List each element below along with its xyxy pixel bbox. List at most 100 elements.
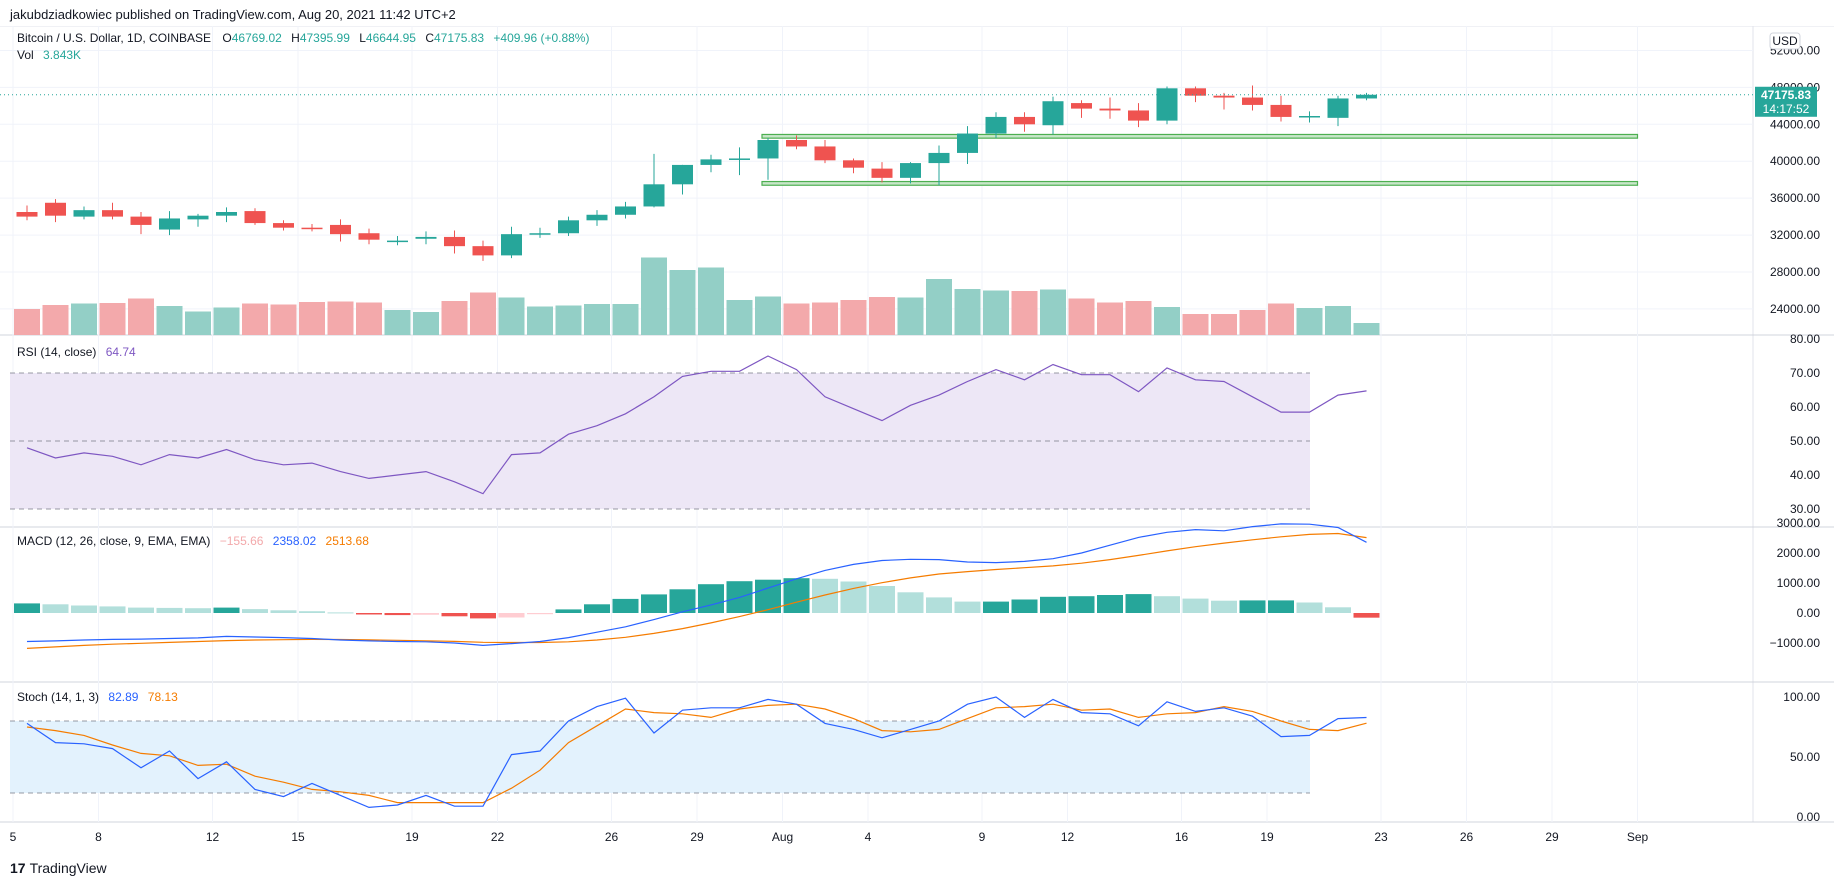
high-label: H xyxy=(291,31,300,45)
bar-countdown: 14:17:52 xyxy=(1763,102,1810,116)
candle-body[interactable] xyxy=(786,140,807,147)
candle-body[interactable] xyxy=(1270,104,1292,117)
volume-bar xyxy=(1040,289,1066,335)
price-axis-label: 28000.00 xyxy=(1770,265,1820,279)
currency-label: USD xyxy=(1772,34,1798,48)
top-bar: jakubdziadkowiec published on TradingVie… xyxy=(0,0,1834,26)
candle-body[interactable] xyxy=(814,146,836,161)
candlestick-series[interactable] xyxy=(16,85,1378,261)
svg-text:Stoch (14, 1, 3) 82.89: Stoch (14, 1, 3) 82.89 78.13 xyxy=(17,690,178,704)
candle-body[interactable] xyxy=(216,212,237,216)
publisher-info: jakubdziadkowiec published on TradingVie… xyxy=(10,7,456,22)
candle-body[interactable] xyxy=(16,212,38,217)
volume-label: Vol xyxy=(17,48,34,62)
candle-body[interactable] xyxy=(928,152,950,164)
time-axis-label: Sep xyxy=(1627,830,1649,844)
symbol-title: Bitcoin / U.S. Dollar, 1D, COINBASE xyxy=(17,31,211,45)
price-axis[interactable]: 52000.0048000.0044000.0040000.0036000.00… xyxy=(1770,43,1821,824)
candle-body[interactable] xyxy=(130,216,152,225)
volume-bar xyxy=(840,300,867,335)
macd-hist-value: −155.66 xyxy=(220,534,264,548)
candle-body[interactable] xyxy=(729,158,750,160)
candle-body[interactable] xyxy=(1099,108,1121,111)
time-axis-label: 23 xyxy=(1374,830,1388,844)
candle-body[interactable] xyxy=(102,210,123,217)
macd-histogram-bar xyxy=(1211,600,1237,613)
macd-histogram-bar xyxy=(1268,600,1294,613)
volume-bar xyxy=(384,310,411,335)
volume-bar xyxy=(983,290,1009,335)
candle-body[interactable] xyxy=(1071,103,1092,109)
rsi-axis-label: 70.00 xyxy=(1790,366,1820,380)
volume-bar xyxy=(1211,314,1237,335)
candle-body[interactable] xyxy=(843,160,864,168)
macd-pane[interactable] xyxy=(14,523,1380,649)
candle-body[interactable] xyxy=(73,210,95,217)
volume-bar xyxy=(1011,291,1038,335)
close-label: C xyxy=(425,31,434,45)
candle-body[interactable] xyxy=(985,116,1007,134)
candle-body[interactable] xyxy=(871,168,893,178)
stoch-pane[interactable] xyxy=(26,696,1367,809)
candle-body[interactable] xyxy=(1299,116,1320,118)
support-resistance-zones[interactable] xyxy=(761,133,1639,186)
volume-bar xyxy=(1296,308,1323,335)
candle-body[interactable] xyxy=(1185,88,1206,96)
volume-bars xyxy=(14,257,1380,335)
candle-body[interactable] xyxy=(1156,88,1178,121)
candle-body[interactable] xyxy=(558,220,579,234)
open-label: O xyxy=(222,31,231,45)
candle-body[interactable] xyxy=(301,227,323,230)
candle-body[interactable] xyxy=(330,224,351,235)
candle-body[interactable] xyxy=(615,206,636,215)
macd-legend: MACD (12, 26, close, 9, EMA, EMA) −155.6… xyxy=(17,534,369,548)
candle-body[interactable] xyxy=(244,211,266,224)
stoch-axis-label: 0.00 xyxy=(1797,810,1821,824)
last-price-badge: 47175.83 14:17:52 xyxy=(1755,86,1817,117)
tradingview-logo[interactable]: 17 TradingView xyxy=(10,860,107,876)
candle-body[interactable] xyxy=(529,233,551,235)
stoch-band-fill xyxy=(10,721,1310,793)
price-zone[interactable] xyxy=(761,133,1639,139)
candle-body[interactable] xyxy=(187,215,209,220)
candle-body[interactable] xyxy=(700,159,722,165)
volume-bar xyxy=(1268,303,1294,335)
macd-histogram-bar xyxy=(527,613,553,615)
candle-body[interactable] xyxy=(1356,94,1377,99)
rsi-pane[interactable] xyxy=(26,355,1367,495)
macd-histogram-bar xyxy=(14,603,40,613)
macd-histogram-bar xyxy=(384,613,411,616)
candle-body[interactable] xyxy=(1128,110,1149,121)
macd-histogram-bar xyxy=(128,607,154,613)
volume-bar xyxy=(42,305,69,335)
candle-body[interactable] xyxy=(643,184,665,207)
candle-body[interactable] xyxy=(273,223,294,228)
candle-body[interactable] xyxy=(1014,116,1035,125)
candle-body[interactable] xyxy=(1213,95,1235,98)
macd-histogram-bar xyxy=(441,613,468,617)
candle-body[interactable] xyxy=(900,163,921,178)
candle-body[interactable] xyxy=(1042,101,1064,126)
currency-badge[interactable]: USD xyxy=(1769,32,1801,50)
candle-body[interactable] xyxy=(586,214,608,221)
candle-body[interactable] xyxy=(387,240,408,243)
candle-body[interactable] xyxy=(1327,98,1349,118)
time-axis[interactable]: 5 8 12 15 19 22 26 29 Aug 4 9 12 16 19 23 26 29 Sep xyxy=(10,830,1649,844)
candle-body[interactable] xyxy=(159,218,180,230)
candle-body[interactable] xyxy=(501,234,522,256)
candle-body[interactable] xyxy=(757,140,779,159)
candle-body[interactable] xyxy=(672,164,693,185)
candle-body[interactable] xyxy=(415,236,437,239)
candle-body[interactable] xyxy=(444,236,465,247)
candle-body[interactable] xyxy=(1242,97,1263,105)
volume-bar xyxy=(156,306,183,335)
candle-body[interactable] xyxy=(472,246,494,256)
candle-body[interactable] xyxy=(957,133,978,153)
svg-text:MACD (12, 26, close, 9, EMA, E: MACD (12, 26, close, 9, EMA, EMA) −155.6… xyxy=(17,534,369,548)
chart-canvas[interactable]: 52000.0048000.0044000.0040000.0036000.00… xyxy=(0,26,1834,854)
macd-histogram-bar xyxy=(71,605,97,613)
candle-body[interactable] xyxy=(358,233,380,240)
price-zone[interactable] xyxy=(761,180,1639,186)
candle-body[interactable] xyxy=(45,202,66,216)
close-value: 47175.83 xyxy=(434,31,484,45)
